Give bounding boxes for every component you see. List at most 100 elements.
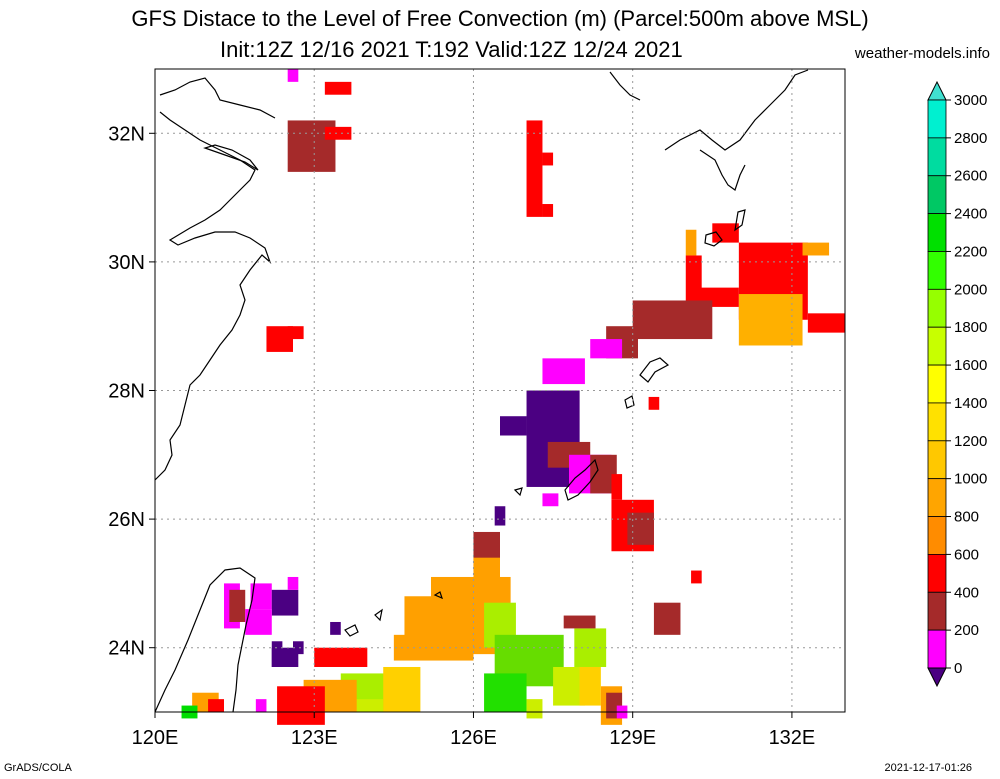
x-tick-label: 123E: [291, 727, 338, 749]
colorbar-segment: [927, 478, 947, 517]
field-block: [590, 339, 623, 359]
field-block: [500, 416, 527, 436]
field-block: [494, 506, 506, 526]
colorbar-label: 200: [954, 622, 979, 639]
colorbar: 0 200 400 600 800 1000 1200 1400 1600 1800 2000 220…: [927, 80, 987, 688]
colorbar-segment: [927, 326, 947, 366]
chart-title: GFS Distace to the Level of Free Convect…: [131, 6, 869, 31]
coastline-china: [154, 111, 272, 481]
field-block: [404, 596, 442, 642]
field-block: [574, 628, 607, 667]
coastline-kyushu: [664, 69, 809, 151]
field-block: [563, 615, 596, 629]
field-block: [648, 396, 660, 410]
field-block: [712, 223, 739, 243]
colorbar-label: 800: [954, 509, 979, 526]
colorbar-label: 1800: [954, 319, 987, 336]
colorbar-segment: [927, 213, 947, 252]
island-yakushima: [704, 231, 723, 247]
island-miyako: [374, 608, 383, 622]
island-ishigaki: [344, 624, 359, 637]
field-block: [287, 576, 299, 590]
island-kume: [513, 487, 523, 497]
site-credit: weather-models.info: [854, 45, 990, 62]
colorbar-label: 0: [954, 660, 962, 677]
colorbar-segment: [927, 99, 947, 139]
colorbar-label: 1600: [954, 357, 987, 374]
field-block: [653, 602, 681, 635]
x-tick-label: 132E: [769, 727, 816, 749]
field-block: [324, 81, 352, 95]
colorbar-segment: [927, 402, 947, 442]
coastline-kyushu-south: [699, 149, 746, 191]
colorbar-label: 600: [954, 546, 979, 563]
field-block: [314, 647, 368, 667]
field-block: [632, 300, 713, 340]
colorbar-segment: [927, 364, 947, 404]
colorbar-label: 1400: [954, 395, 987, 412]
coastline-north: [159, 77, 276, 119]
island-daito: [433, 591, 443, 600]
field-block: [208, 699, 224, 712]
field-block: [611, 474, 623, 500]
field-block: [526, 120, 543, 217]
colorbar-segment: [927, 288, 947, 328]
footer-software: GrADS/COLA: [4, 762, 72, 774]
field-block: [627, 512, 654, 545]
colorbar-segment: [927, 251, 947, 290]
colorbar-segment: [927, 137, 947, 177]
field-block: [691, 570, 702, 584]
x-tick-label: 126E: [450, 727, 497, 749]
field-block: [255, 699, 267, 712]
field-block: [579, 666, 601, 706]
island-okinawa: [564, 458, 599, 501]
colorbar-label: 1200: [954, 433, 987, 450]
colorbar-label: 2200: [954, 243, 987, 260]
field-block: [542, 493, 559, 507]
y-tick-label: 26N: [108, 509, 145, 531]
field-block: [526, 699, 543, 719]
y-tick-label: 28N: [108, 381, 145, 403]
field-block: [542, 152, 554, 166]
field-block: [542, 204, 554, 217]
colorbar-label: 2800: [954, 130, 987, 147]
footer-timestamp: 2021-12-17-01:26: [884, 762, 972, 774]
island-tokara: [624, 395, 635, 409]
field-block: [807, 313, 845, 333]
field-layer: [181, 69, 845, 725]
field-block: [383, 666, 421, 712]
field-block: [250, 583, 272, 610]
field-block: [293, 641, 304, 655]
coastline-korea: [609, 71, 641, 101]
colorbar-label: 2400: [954, 206, 987, 223]
colorbar-segment: [927, 591, 947, 631]
axis-ticks: 120E 123E 126E 129E 132E 24N 26N 28N 30N 32N: [108, 123, 815, 749]
field-block: [229, 589, 246, 622]
colorbar-segment: [927, 629, 947, 669]
colorbar-segment: [927, 516, 947, 555]
colorbar-max-triangle: [927, 80, 947, 101]
coastline-yangtze-estuary: [203, 144, 259, 171]
field-block: [738, 294, 803, 346]
field-block: [324, 126, 352, 140]
island-amami: [639, 357, 670, 383]
chart-subtitle: Init:12Z 12/16 2021 T:192 Valid:12Z 12/2…: [220, 37, 683, 62]
y-tick-label: 32N: [108, 123, 145, 145]
field-block: [271, 589, 299, 616]
coastlines: [154, 69, 809, 713]
x-tick-label: 120E: [132, 727, 179, 749]
x-tick-label: 129E: [609, 727, 656, 749]
field-block: [287, 326, 304, 340]
field-block: [287, 69, 299, 82]
y-tick-label: 30N: [108, 252, 145, 274]
field-block: [542, 358, 585, 385]
coastline-taiwan: [154, 567, 256, 713]
field-block: [802, 242, 830, 256]
field-block: [245, 609, 272, 635]
island-tanegashima: [734, 209, 746, 232]
colorbar-label: 2000: [954, 281, 987, 298]
field-block: [685, 229, 697, 256]
y-tick-label: 24N: [108, 638, 145, 660]
colorbar-segment: [927, 175, 947, 215]
